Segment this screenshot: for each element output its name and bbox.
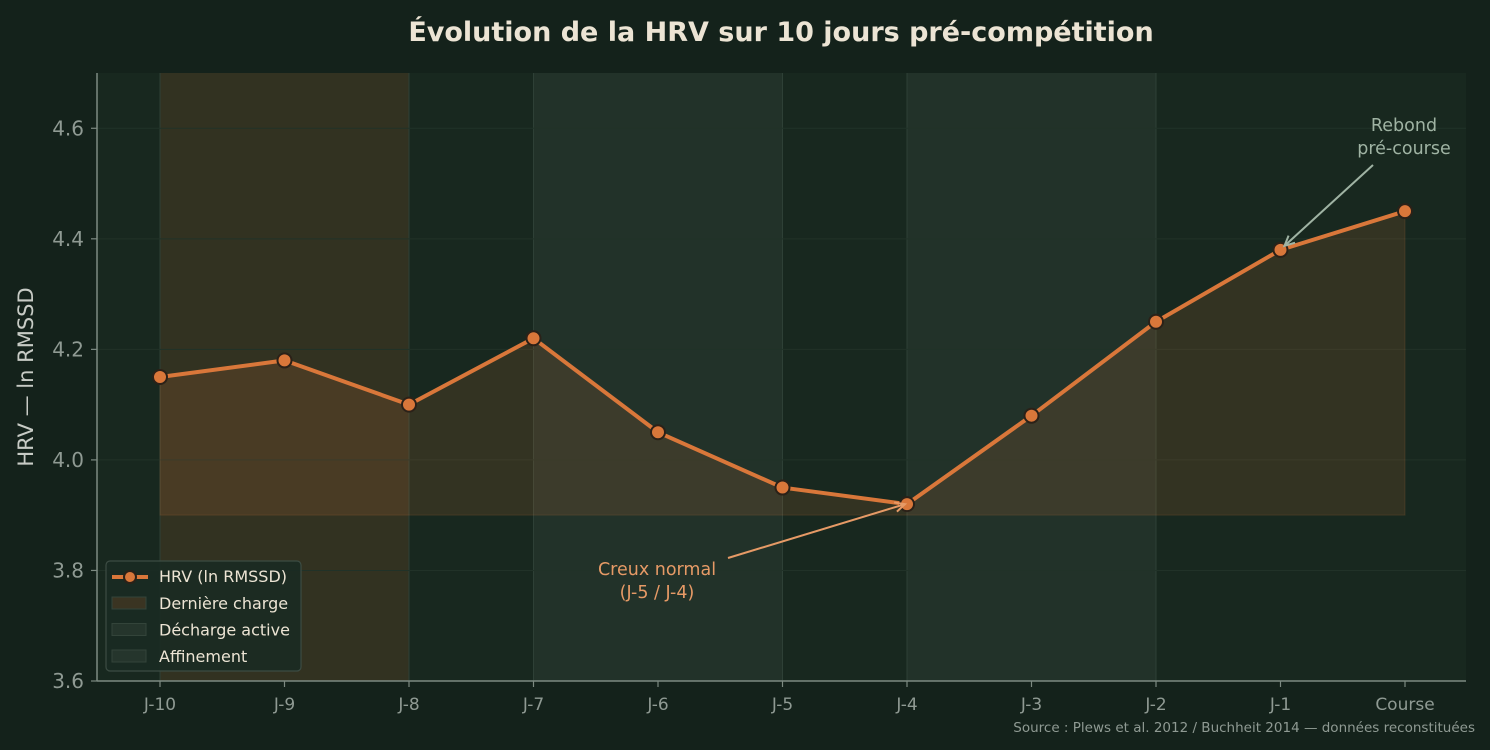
- phase-bands: [159, 73, 1157, 681]
- y-axis-label: HRV — ln RMSSD: [14, 287, 38, 466]
- data-point-Course: [1397, 203, 1413, 220]
- data-point-J-9: [276, 352, 293, 369]
- axes: [96, 73, 1466, 682]
- legend-label-phase-2: Affinement: [159, 647, 247, 666]
- annotation-arrowhead-1: [1282, 235, 1296, 248]
- annotation-0-line-0: Creux normal: [598, 560, 716, 580]
- legend-label-series: HRV (ln RMSSD): [159, 567, 287, 586]
- legend-swatch-phase-0: [111, 596, 147, 610]
- annotation-arrowhead-0: [893, 501, 908, 513]
- data-point-J-8: [401, 396, 417, 413]
- x-tick-label-5: J-5: [771, 695, 793, 715]
- legend-box: [105, 560, 302, 672]
- y-tick-label-2: 4.0: [52, 448, 84, 472]
- x-tick-label-1: J-9: [273, 695, 295, 715]
- phase-band-2: [907, 73, 1156, 681]
- annotation-arrow-1: [1283, 164, 1374, 247]
- chart-title: Évolution de la HRV sur 10 jours pré-com…: [408, 16, 1153, 48]
- data-point-J-3: [1023, 407, 1040, 424]
- x-tick-label-9: J-1: [1269, 695, 1291, 715]
- x-tick-label-2: J-8: [397, 695, 419, 715]
- legend-label-phase-1: Décharge active: [159, 621, 290, 640]
- annotation-1-line-1: pré-course: [1357, 139, 1451, 159]
- y-tick-label-4: 4.4: [52, 227, 84, 251]
- data-point-J-7: [525, 330, 542, 347]
- x-tick-label-8: J-2: [1144, 695, 1166, 715]
- legend-swatch-phase-2: [111, 649, 147, 663]
- data-point-J-5: [774, 479, 791, 496]
- legend-label-phase-0: Dernière charge: [159, 594, 288, 613]
- annotation-arrow-0: [727, 503, 906, 559]
- legend-swatch-phase-1: [111, 623, 147, 636]
- data-point-J-6: [650, 424, 666, 441]
- y-tick-label-0: 3.6: [52, 669, 84, 693]
- annotation-0-line-1: (J-5 / J-4): [620, 583, 695, 603]
- data-point-J-10: [152, 369, 168, 385]
- source-note: Source : Plews et al. 2012 / Buchheit 20…: [1013, 720, 1475, 736]
- x-tick-label-3: J-7: [522, 695, 544, 715]
- y-tick-label-1: 3.8: [52, 558, 84, 582]
- x-tick-label-0: J-10: [143, 695, 176, 715]
- annotations: Creux normal (J-5 / J-4) Rebond pré-course: [598, 116, 1451, 603]
- y-tick-label-5: 4.6: [52, 116, 84, 140]
- y-tick-labels: 3.6 3.8 4.0 4.2 4.4 4.6: [52, 116, 97, 693]
- x-tick-labels: J-10 J-9 J-8 J-7 J-6 J-5 J-4 J-3 J-2 J-1 Course: [143, 681, 1435, 715]
- legend: HRV (ln RMSSD) Dernière charge Décharge ac…: [105, 560, 302, 672]
- x-tick-label-6: J-4: [895, 695, 917, 715]
- x-tick-label-7: J-3: [1020, 695, 1042, 715]
- y-tick-label-3: 4.2: [52, 337, 84, 361]
- series-points: [152, 203, 1413, 513]
- x-tick-label-4: J-6: [646, 695, 668, 715]
- annotation-1-line-0: Rebond: [1371, 116, 1437, 136]
- phase-band-1: [533, 73, 783, 681]
- data-point-J-2: [1148, 313, 1164, 330]
- legend-swatch-marker: [123, 570, 137, 584]
- x-tick-label-10: Course: [1375, 695, 1434, 715]
